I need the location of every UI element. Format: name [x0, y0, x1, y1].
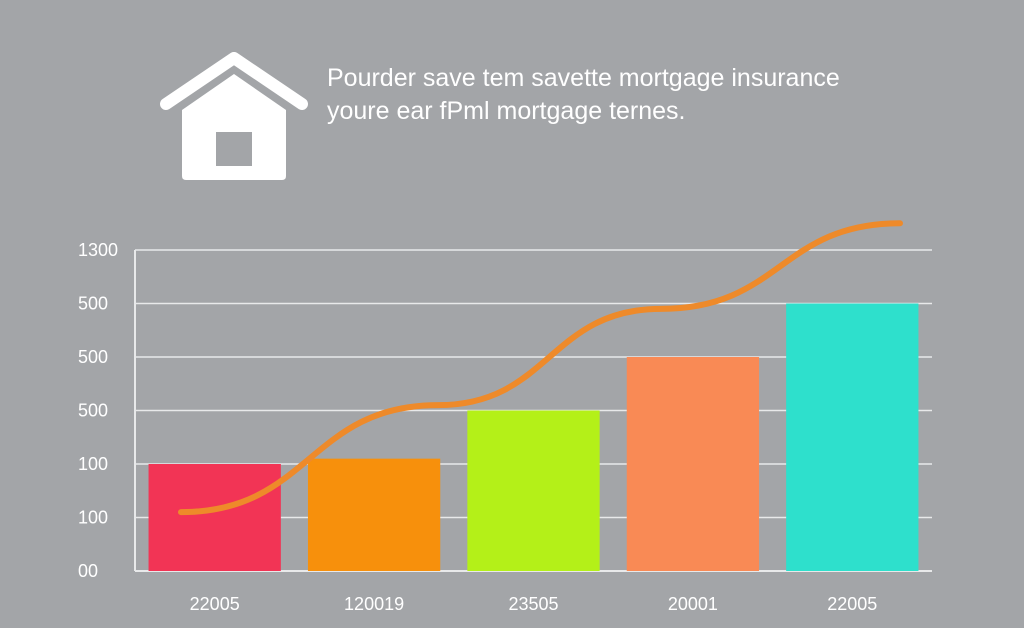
y-tick-label: 100	[78, 454, 108, 474]
x-tick-label: 20001	[668, 594, 718, 614]
x-tick-label: 22005	[827, 594, 877, 614]
x-tick-label: 120019	[344, 594, 404, 614]
bar	[626, 357, 760, 571]
y-tick-label: 500	[78, 347, 108, 367]
y-tick-label: 1300	[78, 240, 118, 260]
y-tick-label: 00	[78, 561, 98, 581]
axis-layer: 00 100 100 500 500 500 1300 22005 120019 23505 200…	[78, 240, 877, 614]
bar	[786, 303, 919, 571]
subtitle-line-1: Pourder save tem savette mortgage insura…	[327, 64, 840, 92]
x-tick-label: 23505	[508, 594, 558, 614]
trend-line	[178, 220, 903, 516]
x-tick-label: 22005	[190, 594, 240, 614]
bar	[148, 464, 281, 571]
subtitle: Pourder save tem savette mortgage insura…	[327, 62, 840, 128]
y-tick-label: 500	[78, 294, 108, 314]
y-tick-label: 100	[78, 508, 108, 528]
subtitle-line-2: youre ear fPml mortgage ternes.	[327, 97, 686, 125]
y-tick-label: 500	[78, 401, 108, 421]
bar-layer	[148, 303, 919, 571]
trend-layer	[178, 220, 903, 516]
house-icon	[160, 52, 308, 180]
bar	[467, 410, 600, 571]
bar	[307, 458, 441, 571]
